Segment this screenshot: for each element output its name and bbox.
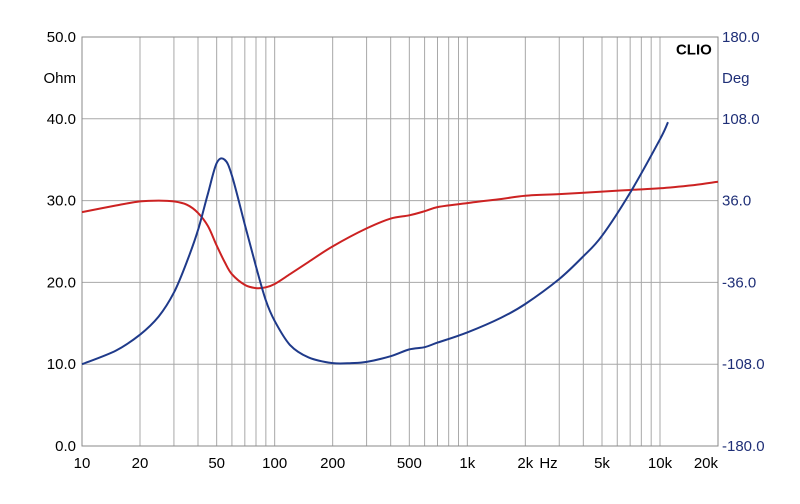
right-tick-label: 180.0 bbox=[722, 29, 760, 46]
left-tick-label: 50.0 bbox=[47, 29, 76, 46]
x-tick-label: 500 bbox=[397, 455, 422, 472]
x-tick-label: 100 bbox=[262, 455, 287, 472]
plot-frame bbox=[81, 36, 719, 447]
left-tick-label: 30.0 bbox=[47, 193, 76, 210]
phase-series-line bbox=[81, 121, 669, 366]
right-tick-label: 108.0 bbox=[722, 111, 760, 128]
tick-labels: 0.0 10.0 20.0 30.0 40.0 50.0 -180.0 -108.0 -36.0… bbox=[47, 29, 765, 472]
x-tick-label: 10k bbox=[648, 455, 673, 472]
impedance-series-line bbox=[81, 180, 719, 290]
left-tick-label: 40.0 bbox=[47, 111, 76, 128]
x-tick-label: 20k bbox=[694, 455, 719, 472]
right-axis-unit: Deg bbox=[722, 70, 750, 87]
x-tick-label: 10 bbox=[74, 455, 91, 472]
left-tick-label: 20.0 bbox=[47, 274, 76, 291]
grid bbox=[82, 37, 718, 446]
right-tick-label: -180.0 bbox=[722, 438, 765, 455]
right-tick-label: -108.0 bbox=[722, 356, 765, 373]
x-tick-label: 1k bbox=[459, 455, 475, 472]
right-tick-label: -36.0 bbox=[722, 274, 756, 291]
x-tick-label: 200 bbox=[320, 455, 345, 472]
series-layer bbox=[81, 121, 719, 366]
left-axis-unit: Ohm bbox=[43, 70, 76, 87]
left-tick-label: 0.0 bbox=[55, 438, 76, 455]
x-tick-label: 2k bbox=[517, 455, 533, 472]
x-tick-label: 5k bbox=[594, 455, 610, 472]
right-tick-label: 36.0 bbox=[722, 193, 751, 210]
left-tick-label: 10.0 bbox=[47, 356, 76, 373]
x-axis-unit: Hz bbox=[539, 455, 557, 472]
brand-label: CLIO bbox=[676, 41, 712, 58]
x-tick-label: 50 bbox=[208, 455, 225, 472]
x-tick-label: 20 bbox=[132, 455, 149, 472]
